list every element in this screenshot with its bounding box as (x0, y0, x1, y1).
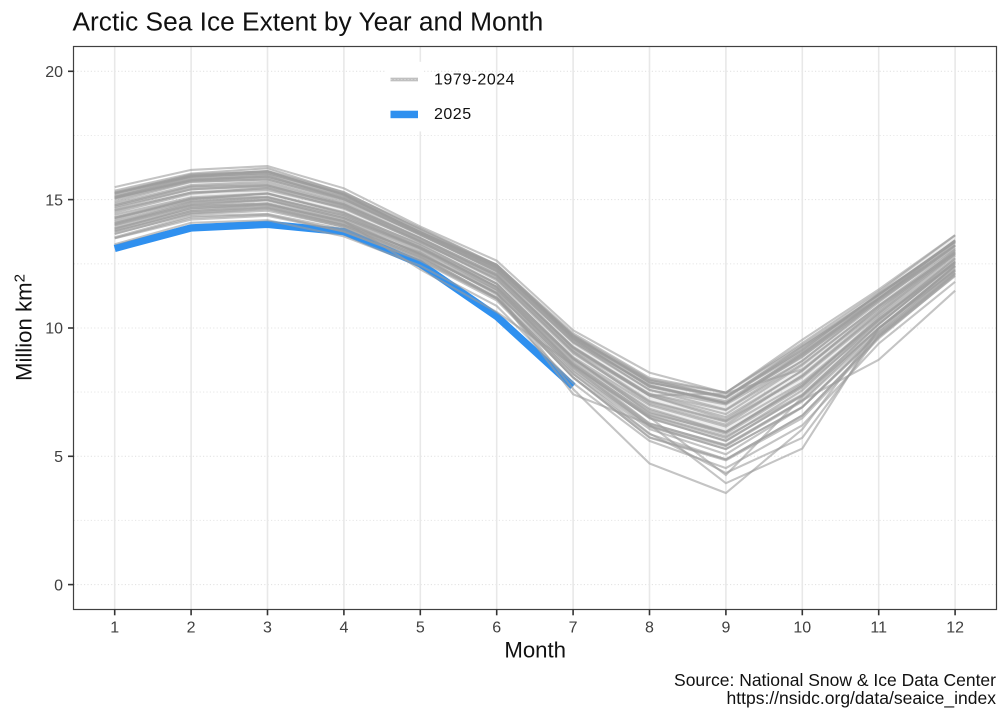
svg-text:Million km2: Million km2 (12, 274, 37, 381)
svg-text:4: 4 (339, 620, 348, 637)
svg-text:11: 11 (870, 620, 887, 637)
svg-text:0: 0 (54, 577, 63, 594)
svg-text:9: 9 (721, 620, 730, 637)
svg-text:3: 3 (263, 620, 272, 637)
svg-text:2: 2 (187, 620, 196, 637)
svg-text:5: 5 (54, 449, 63, 466)
svg-text:5: 5 (416, 620, 425, 637)
svg-text:Arctic Sea Ice Extent by Year: Arctic Sea Ice Extent by Year and Month (73, 6, 544, 36)
svg-text:6: 6 (492, 620, 501, 637)
svg-text:https://nsidc.org/data/seaice_: https://nsidc.org/data/seaice_index (727, 688, 997, 709)
svg-text:8: 8 (645, 620, 654, 637)
svg-text:20: 20 (45, 64, 63, 81)
svg-text:10: 10 (793, 620, 811, 637)
svg-text:10: 10 (45, 321, 63, 338)
svg-text:1: 1 (110, 620, 119, 637)
svg-text:2025: 2025 (434, 106, 472, 123)
svg-text:Source: National Snow & Ice Da: Source: National Snow & Ice Data Center (674, 670, 996, 690)
svg-text:1979-2024: 1979-2024 (434, 72, 515, 89)
svg-text:12: 12 (946, 620, 964, 637)
svg-text:15: 15 (45, 192, 63, 209)
svg-text:Month: Month (504, 638, 566, 663)
svg-text:7: 7 (569, 620, 578, 637)
